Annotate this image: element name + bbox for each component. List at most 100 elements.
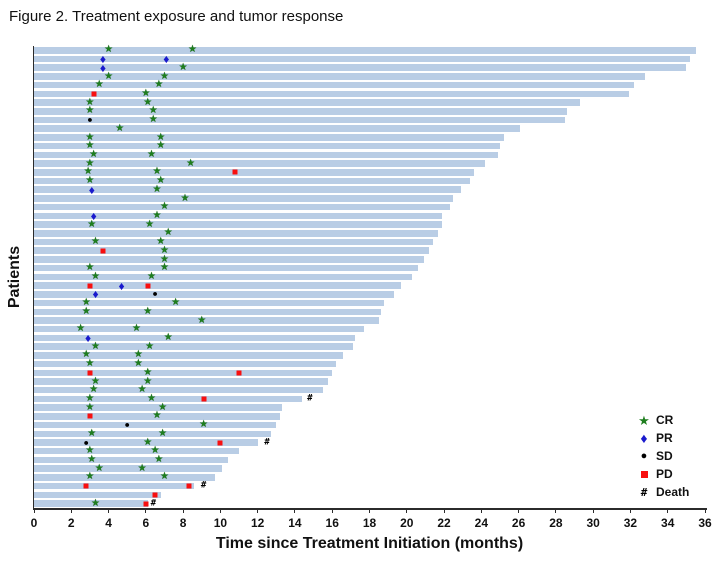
- patient-bar: [34, 125, 521, 132]
- patient-bar: [34, 238, 433, 246]
- x-tick: [443, 508, 445, 513]
- x-tick-label: 6: [142, 516, 150, 530]
- cr-marker-icon: ★: [91, 497, 100, 509]
- cr-marker-icon: ★: [83, 166, 93, 178]
- patient-bar: [34, 177, 471, 185]
- pd-marker-icon: [145, 283, 151, 289]
- patient-bar: [34, 343, 353, 350]
- pd-marker-icon: [236, 370, 242, 376]
- cr-marker-icon: ★: [85, 157, 95, 169]
- x-tick-label: 22: [437, 516, 451, 530]
- x-tick: [219, 508, 221, 513]
- patient-bar: [34, 186, 461, 193]
- cr-marker-icon: ★: [141, 87, 151, 99]
- patient-bar: [34, 90, 629, 98]
- patient-bar: [34, 447, 240, 455]
- x-tick-label: 2: [67, 516, 75, 530]
- cr-marker-icon: ★: [156, 175, 166, 187]
- cr-marker-icon: ★: [89, 148, 99, 160]
- pd-marker-icon: [100, 248, 106, 254]
- patient-bar: [34, 474, 215, 481]
- sd-marker-icon: ●: [83, 437, 89, 448]
- pr-marker-icon: ♦: [99, 52, 107, 67]
- pd-marker-icon: [83, 483, 89, 489]
- cr-marker-icon: ★: [199, 419, 209, 431]
- death-marker-icon: #: [307, 393, 313, 404]
- patient-bar: [34, 465, 223, 472]
- cr-marker-icon: ★: [85, 445, 95, 457]
- cr-marker-icon: ★: [85, 96, 95, 108]
- patient-bar: [34, 413, 281, 420]
- patient-bar: [34, 430, 271, 438]
- patient-bar: [34, 169, 474, 176]
- cr-marker-icon: ★: [87, 454, 97, 466]
- pr-marker-icon: ♦: [99, 60, 107, 75]
- legend-label: Death: [656, 485, 690, 499]
- figure-title: Figure 2. Treatment exposure and tumor r…: [9, 8, 344, 25]
- cr-marker-icon: ★: [85, 175, 95, 187]
- cr-marker-icon: ★: [148, 114, 158, 126]
- cr-marker-icon: ★: [91, 340, 100, 352]
- patient-bar: [34, 55, 691, 63]
- cr-marker-icon: ★: [154, 79, 164, 91]
- x-tick-label: 14: [288, 516, 302, 530]
- patient-bar: [34, 325, 364, 333]
- pr-marker-icon: ♦: [92, 287, 99, 302]
- patient-bar: [34, 491, 161, 499]
- patient-bar: [34, 386, 323, 394]
- sd-marker-icon: ●: [87, 114, 93, 125]
- x-tick: [406, 508, 408, 513]
- y-axis-title: Patients: [6, 245, 23, 309]
- sd-legend-icon: ●: [640, 449, 648, 462]
- legend-label: SD: [656, 449, 673, 463]
- x-tick: [592, 508, 594, 513]
- death-marker-icon: #: [150, 498, 156, 509]
- legend-label: CR: [656, 413, 674, 427]
- patient-bar: [34, 439, 258, 446]
- patient-bar: [34, 308, 381, 316]
- legend-item-cr: ★ CR: [637, 411, 689, 429]
- x-tick-label: 32: [623, 516, 638, 530]
- cr-marker-icon: ★: [76, 323, 86, 335]
- cr-marker-icon: ★: [178, 61, 188, 73]
- patient-bar: [34, 299, 385, 307]
- patient-bar: [34, 369, 333, 377]
- cr-marker-icon: ★: [171, 297, 181, 309]
- cr-marker-icon: ★: [104, 44, 114, 56]
- x-tick-label: 10: [213, 516, 228, 530]
- x-axis-title: Time since Treatment Initiation (months): [215, 535, 524, 552]
- pr-legend-icon: ♦: [640, 430, 648, 446]
- pd-marker-icon: [186, 483, 192, 489]
- death-marker-icon: #: [264, 437, 270, 448]
- x-tick-label: 4: [105, 516, 112, 530]
- x-tick: [555, 508, 557, 513]
- x-tick: [294, 508, 296, 513]
- patient-bar: [34, 64, 687, 71]
- cr-marker-icon: ★: [137, 462, 147, 474]
- x-tick: [33, 508, 35, 513]
- x-tick: [369, 508, 370, 513]
- cr-marker-icon: ★: [104, 70, 114, 82]
- cr-marker-icon: ★: [158, 401, 168, 413]
- cr-marker-icon: ★: [94, 79, 104, 91]
- x-tick-label: 8: [179, 516, 187, 530]
- x-tick: [108, 508, 110, 513]
- x-tick: [331, 508, 333, 513]
- cr-marker-icon: ★: [87, 427, 97, 439]
- patient-bar: [34, 291, 394, 298]
- cr-marker-icon: ★: [156, 131, 166, 143]
- patient-bar: [34, 203, 450, 211]
- cr-marker-icon: ★: [91, 236, 100, 248]
- cr-marker-icon: ★: [159, 262, 169, 274]
- patient-bar: [34, 73, 646, 80]
- y-axis-line: [32, 46, 34, 510]
- cr-marker-icon: ★: [143, 436, 153, 448]
- cr-marker-icon: ★: [85, 131, 95, 143]
- patient-bar: [34, 247, 430, 254]
- sd-marker-icon: ●: [124, 419, 130, 430]
- x-tick-label: 20: [400, 516, 414, 530]
- patient-bar: [34, 404, 282, 411]
- cr-marker-icon: ★: [143, 366, 153, 378]
